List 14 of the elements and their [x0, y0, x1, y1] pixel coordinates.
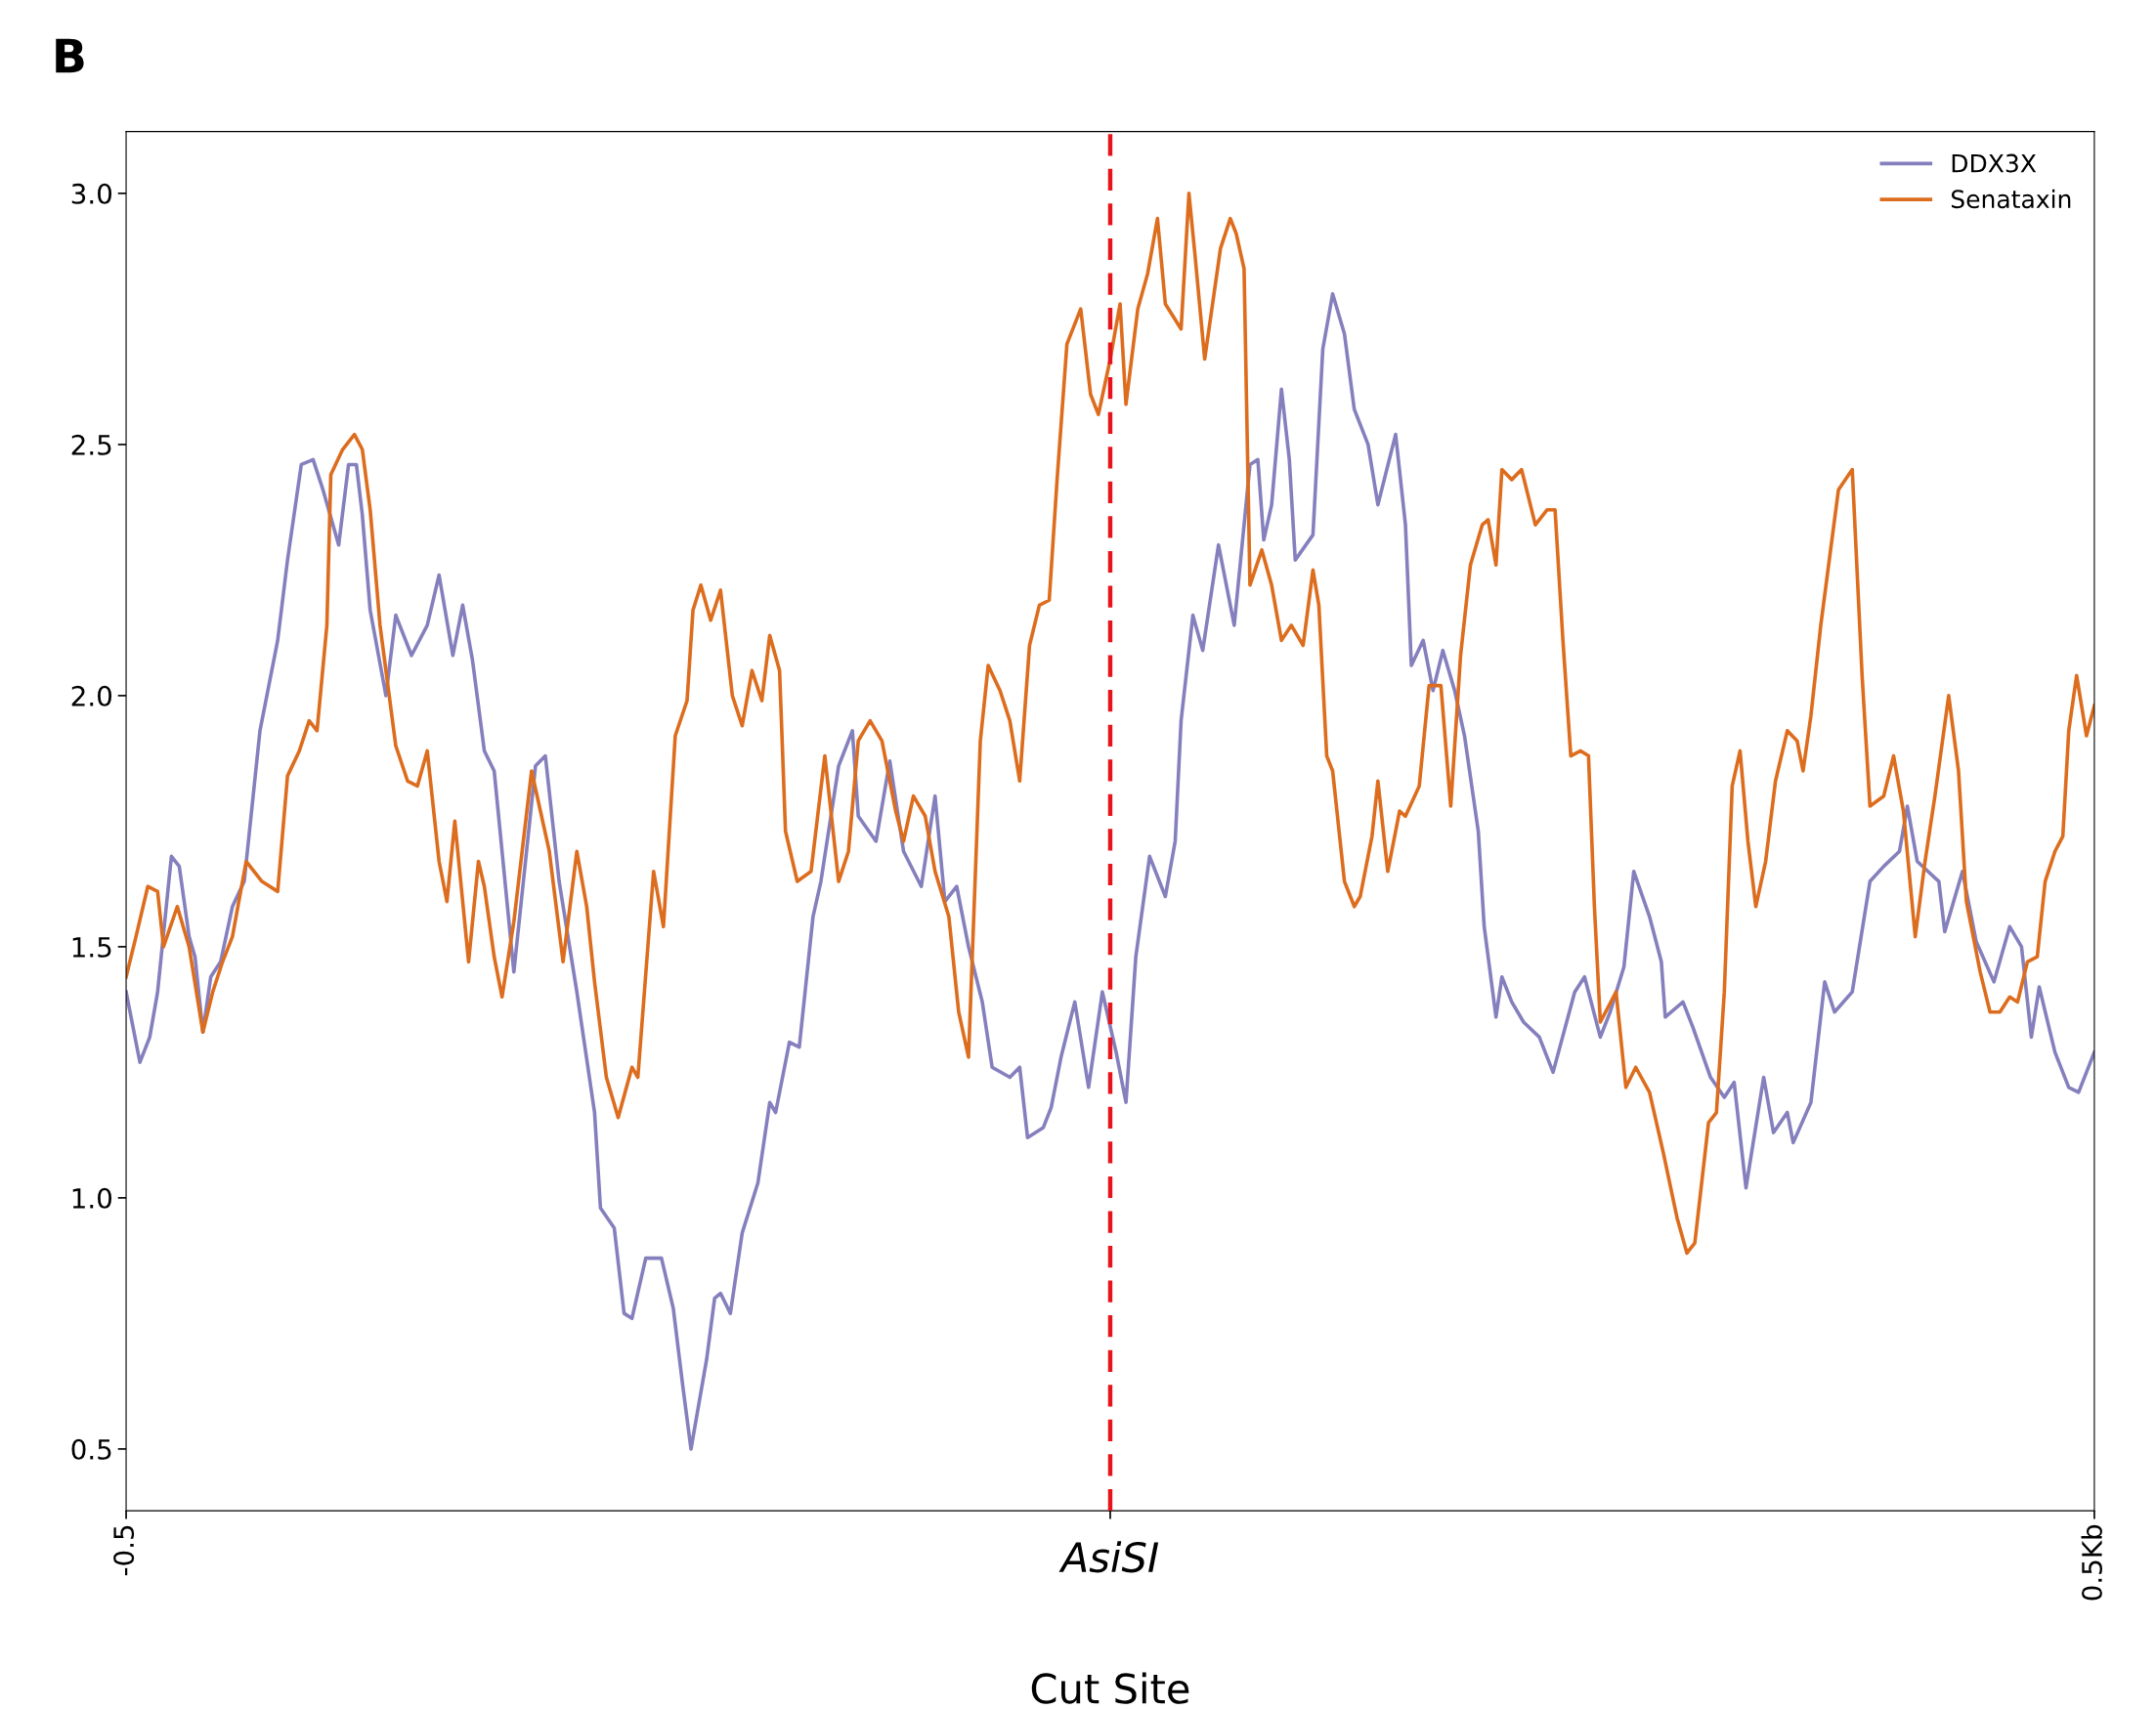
legend-label: Senataxin: [1951, 189, 2071, 209]
x-axis-title: Cut Site: [1031, 1672, 1189, 1704]
y-tick-label: 3.0: [71, 183, 112, 204]
y-tick-label: 1.5: [72, 937, 111, 958]
x-tick-label: 0.5Kb: [2081, 1524, 2102, 1601]
y-tick-label: 2.0: [71, 685, 112, 706]
x-tick-label: -0.5: [113, 1525, 135, 1576]
y-tick-label: 0.5: [71, 1438, 111, 1460]
y-tick-label: 1.0: [72, 1187, 112, 1209]
text: AsiSI: [1058, 1541, 1159, 1573]
chart-title: B: [56, 38, 84, 73]
y-tick-label: 2.5: [71, 434, 111, 455]
line-series: [126, 291, 2094, 1451]
legend-label: DDX3X: [1952, 153, 2037, 173]
